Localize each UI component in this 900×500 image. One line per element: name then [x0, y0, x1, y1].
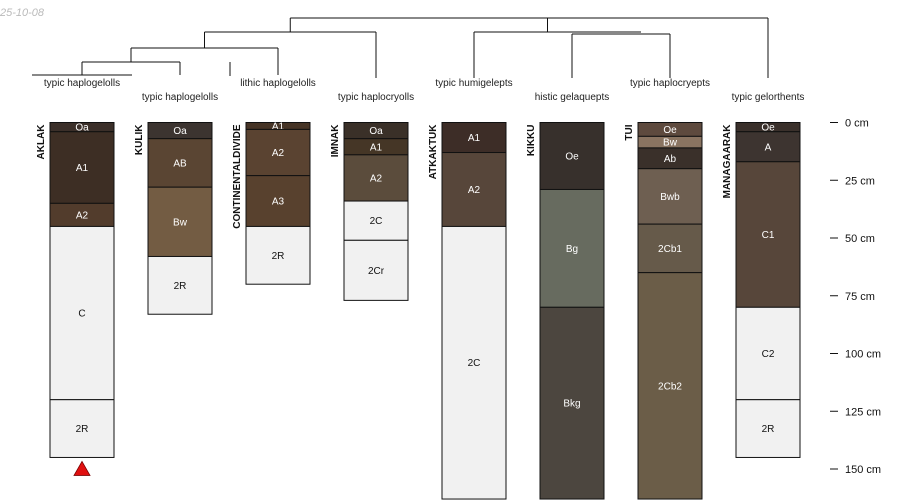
- horizon-bg: [539, 188, 605, 308]
- profile-continentaldivide: A1 A2 A3 2R CONTINENTALDIVIDE: [232, 121, 311, 285]
- profile-kikku: Oe Bg Bkg KIKKU: [526, 122, 605, 500]
- profile-atkaktuk: A1 A2 2C ATKAKTUK: [428, 122, 507, 500]
- horizon-label: 2C: [370, 216, 383, 227]
- horizon-a2: [245, 128, 311, 177]
- profile-name: KIKKU: [526, 125, 537, 157]
- horizon-label: Bwb: [660, 192, 680, 203]
- horizon-2cb1: [637, 223, 703, 274]
- axis-tick-label: 125 cm: [845, 406, 881, 418]
- horizon-label: A: [765, 142, 772, 153]
- axis-tick-label: 75 cm: [845, 291, 875, 303]
- horizon-label: Oa: [173, 126, 187, 137]
- profile-name: IMNAK: [330, 124, 341, 158]
- horizon-2c: [441, 225, 507, 500]
- horizon-label: 2R: [174, 281, 187, 292]
- depth-axis: 0 cm 25 cm 50 cm 75 cm 100 cm 125 cm 150 cm: [830, 118, 881, 476]
- horizon-label: Ab: [664, 154, 677, 165]
- horizon-2r: [49, 399, 115, 458]
- profile-imnak: Oa A1 A2 2C 2Cr IMNAK: [330, 122, 409, 301]
- horizon-a1: [441, 122, 507, 154]
- profile-name: CONTINENTALDIVIDE: [232, 124, 243, 229]
- horizon-label: A2: [76, 210, 89, 221]
- taxon-labels: typic haplogelolls typic haplogelolls lith…: [44, 78, 805, 103]
- taxon-label: histic gelaquepts: [535, 92, 610, 103]
- profile-aklak: Oa A1 A2 C 2R AKLAK: [36, 122, 115, 476]
- taxon-label: typic haplogelolls: [142, 92, 218, 103]
- profile-name: MANAGAARAK: [722, 124, 733, 199]
- horizon-label: Oe: [761, 123, 775, 134]
- horizon-2r: [147, 255, 213, 315]
- horizon-label: 2Cr: [368, 266, 385, 277]
- horizon-label: 2R: [76, 424, 89, 435]
- horizon-label: A3: [272, 197, 285, 208]
- axis-tick-label: 150 cm: [845, 464, 881, 476]
- horizon-a2: [343, 154, 409, 202]
- profile-name: KULIK: [134, 124, 145, 155]
- dendrogram: [32, 17, 769, 78]
- horizon-a: [735, 131, 801, 163]
- horizon-label: Bg: [566, 244, 578, 255]
- horizon-label: A1: [370, 142, 383, 153]
- horizon-label: 2R: [762, 424, 775, 435]
- horizon-label: 2Cb1: [658, 244, 682, 255]
- horizon-a1: [49, 131, 115, 204]
- horizon-c2: [735, 306, 801, 401]
- horizon-a3: [245, 175, 311, 227]
- axis-tick-label: 50 cm: [845, 233, 875, 245]
- horizon-label: A2: [468, 185, 481, 196]
- horizon-label: Bkg: [563, 399, 580, 410]
- horizon-label: A1: [76, 163, 89, 174]
- horizon-label: A1: [272, 121, 285, 132]
- horizon-label: Oe: [565, 151, 579, 162]
- profile-name: AKLAK: [36, 124, 47, 160]
- horizon-label: 2R: [272, 251, 285, 262]
- taxon-label: typic haplogelolls: [44, 78, 120, 89]
- horizon-label: AB: [173, 158, 187, 169]
- horizon-label: C1: [762, 230, 775, 241]
- taxon-label: typic gelorthents: [732, 92, 805, 103]
- horizon-label: A2: [370, 173, 383, 184]
- horizon-label: Bw: [173, 217, 188, 228]
- taxon-label: typic haplocryepts: [630, 78, 710, 89]
- horizon-label: Oa: [369, 126, 383, 137]
- horizon-label: 2Cb2: [658, 381, 682, 392]
- horizon-2r: [245, 225, 311, 285]
- taxon-label: typic humigelepts: [435, 78, 512, 89]
- horizon-label: Oa: [75, 123, 89, 134]
- horizon-label: A1: [468, 133, 481, 144]
- axis-tick-label: 25 cm: [845, 175, 875, 187]
- horizon-c: [49, 225, 115, 401]
- axis-tick-label: 100 cm: [845, 349, 881, 361]
- horizon-label: Bw: [663, 138, 678, 149]
- horizon-label: Oe: [663, 125, 677, 136]
- horizon-label: C: [78, 309, 85, 320]
- horizon-2c: [343, 200, 409, 241]
- profile-kulik: Oa AB Bw 2R KULIK: [134, 122, 213, 315]
- profile-name: TUI: [624, 124, 635, 140]
- horizon-label: C2: [762, 349, 775, 360]
- horizon-label: A2: [272, 148, 285, 159]
- taxon-label: lithic haplogelolls: [240, 78, 316, 89]
- horizon-c1: [735, 161, 801, 308]
- taxon-label: typic haplocryolls: [338, 92, 414, 103]
- profile-name: ATKAKTUK: [428, 124, 439, 180]
- horizon-2r: [735, 399, 801, 458]
- profile-tui: Oe Bw Ab Bwb 2Cb1 2Cb2 TUI: [624, 122, 703, 500]
- horizon-2cr: [343, 239, 409, 301]
- date-stamp: 25-10-08: [0, 7, 45, 19]
- profile-managaarak: Oe A C1 C2 2R MANAGAARAK: [722, 122, 801, 458]
- horizon-ab: [147, 138, 213, 188]
- horizon-label: 2C: [468, 358, 481, 369]
- axis-tick-label: 0 cm: [845, 118, 869, 130]
- horizon-2cb2: [637, 272, 703, 500]
- horizon-bkg: [539, 306, 605, 500]
- red-triangle-icon: [73, 460, 91, 476]
